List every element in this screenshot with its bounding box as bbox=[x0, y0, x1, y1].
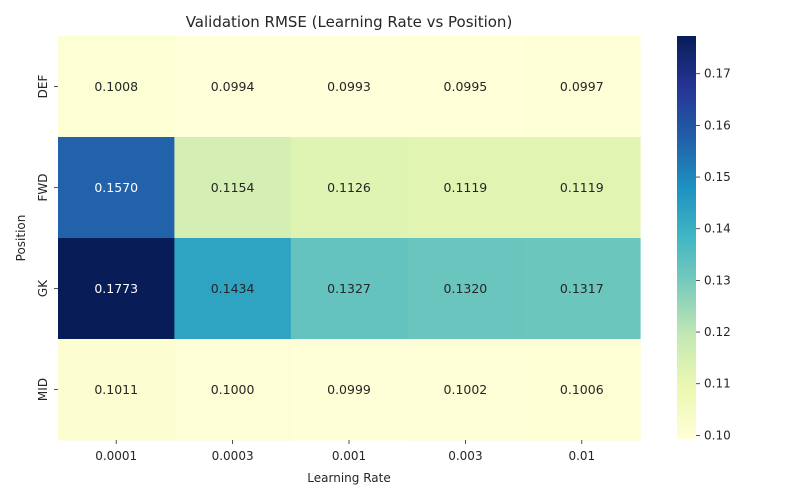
y-tick-label: DEF bbox=[36, 75, 50, 99]
cell-value-label: 0.0994 bbox=[211, 79, 255, 94]
cell-value-label: 0.0999 bbox=[327, 382, 371, 397]
colorbar-tick-label: 0.13 bbox=[704, 273, 731, 287]
heatmap-cell bbox=[174, 137, 292, 239]
x-tick-label: 0.0003 bbox=[212, 449, 254, 463]
y-tick-label: GK bbox=[36, 279, 50, 297]
cell-value-label: 0.1154 bbox=[211, 180, 255, 195]
heatmap-cell bbox=[290, 36, 408, 138]
heatmap-cell bbox=[174, 238, 292, 340]
colorbar-tick-label: 0.10 bbox=[704, 428, 731, 442]
colorbar-tick-label: 0.14 bbox=[704, 222, 731, 236]
x-tick-label: 0.003 bbox=[448, 449, 482, 463]
heatmap-cell bbox=[523, 339, 641, 441]
cell-value-label: 0.1327 bbox=[327, 281, 371, 296]
cell-value-label: 0.1119 bbox=[444, 180, 488, 195]
y-tick-label: FWD bbox=[36, 173, 50, 201]
heatmap-cell bbox=[290, 137, 408, 239]
cell-value-label: 0.1011 bbox=[94, 382, 138, 397]
heatmap-cell bbox=[58, 339, 175, 441]
cell-value-label: 0.1119 bbox=[560, 180, 604, 195]
heatmap-cell bbox=[58, 137, 175, 239]
x-tick-label: 0.01 bbox=[568, 449, 595, 463]
x-axis: 0.0001 0.0003 0.001 0.003 0.01 bbox=[95, 440, 595, 463]
y-axis-label: Position bbox=[14, 215, 28, 262]
x-tick-label: 0.001 bbox=[332, 449, 366, 463]
colorbar-tick-label: 0.11 bbox=[704, 377, 731, 391]
y-tick-label: MID bbox=[36, 378, 50, 401]
colorbar-gradient bbox=[677, 36, 696, 439]
cell-value-label: 0.0995 bbox=[444, 79, 488, 94]
cell-value-label: 0.1320 bbox=[444, 281, 488, 296]
colorbar: 0.10 0.11 0.12 0.13 0.14 0.15 0.16 0.17 bbox=[677, 36, 731, 442]
heatmap-cell bbox=[58, 36, 175, 138]
heatmap-cell bbox=[407, 36, 525, 138]
heatmap-cell bbox=[174, 339, 292, 441]
cell-value-label: 0.1126 bbox=[327, 180, 371, 195]
heatmap-cell bbox=[290, 339, 408, 441]
colorbar-tick-label: 0.15 bbox=[704, 170, 731, 184]
cell-value-label: 0.1434 bbox=[211, 281, 255, 296]
cell-value-label: 0.1317 bbox=[560, 281, 604, 296]
x-tick-label: 0.0001 bbox=[95, 449, 137, 463]
cell-value-label: 0.1773 bbox=[94, 281, 138, 296]
cell-value-label: 0.0993 bbox=[327, 79, 371, 94]
heatmap-cell bbox=[407, 238, 525, 340]
heatmap-cell bbox=[290, 238, 408, 340]
colorbar-tick-label: 0.12 bbox=[704, 325, 731, 339]
cell-value-label: 0.1008 bbox=[94, 79, 138, 94]
heatmap-cells: 0.1008 0.0994 0.0993 0.0995 0.0997 0.1570 0.11… bbox=[58, 36, 641, 441]
x-axis-label: Learning Rate bbox=[307, 471, 390, 485]
colorbar-ticks: 0.10 0.11 0.12 0.13 0.14 0.15 0.16 0.17 bbox=[696, 67, 731, 442]
heatmap-cell bbox=[407, 339, 525, 441]
heatmap-cell bbox=[523, 238, 641, 340]
cell-value-label: 0.1006 bbox=[560, 382, 604, 397]
heatmap-cell bbox=[523, 36, 641, 138]
heatmap-cell bbox=[58, 238, 175, 340]
heatmap-cell bbox=[174, 36, 292, 138]
cell-value-label: 0.1000 bbox=[211, 382, 255, 397]
colorbar-tick-label: 0.16 bbox=[704, 118, 731, 132]
heatmap-cell bbox=[523, 137, 641, 239]
cell-value-label: 0.0997 bbox=[560, 79, 604, 94]
cell-value-label: 0.1570 bbox=[94, 180, 138, 195]
colorbar-tick-label: 0.17 bbox=[704, 67, 731, 81]
y-axis: DEF FWD GK MID bbox=[36, 75, 58, 401]
cell-value-label: 0.1002 bbox=[444, 382, 488, 397]
heatmap-cell bbox=[407, 137, 525, 239]
chart-title: Validation RMSE (Learning Rate vs Positi… bbox=[186, 13, 513, 31]
